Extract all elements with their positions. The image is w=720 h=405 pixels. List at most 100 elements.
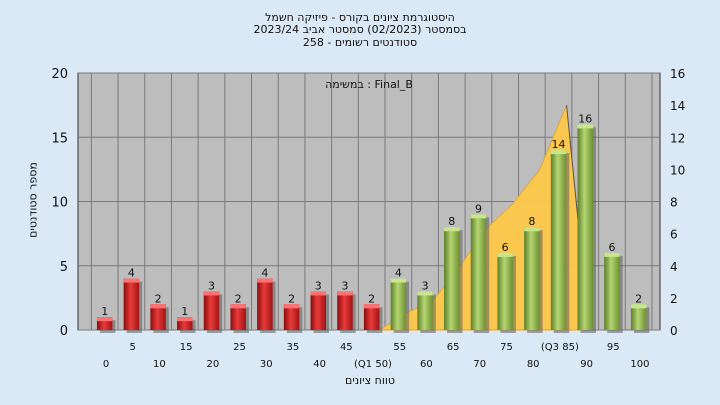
bar-value-label: 6 xyxy=(608,241,615,254)
y2-tick-label: 10 xyxy=(670,163,685,177)
chart-title-line-1: היסטוגרמת ציונים בקורס - פיזיקה חשמל xyxy=(265,11,455,24)
bar-top-cap xyxy=(150,304,166,309)
y2-tick-label: 6 xyxy=(670,228,678,242)
bar-value-label: 16 xyxy=(578,112,592,125)
bar-pass xyxy=(550,150,567,330)
bar-value-label: 6 xyxy=(502,241,509,254)
x-tick-label: 55 xyxy=(393,342,406,353)
bar-fail xyxy=(310,291,327,330)
x-tick-label: 30 xyxy=(260,359,273,370)
bar-value-label: 2 xyxy=(155,292,162,305)
bar-pass xyxy=(470,214,487,330)
bar-fail xyxy=(123,278,140,330)
bar-value-label: 8 xyxy=(448,215,455,228)
y-tick-label: 10 xyxy=(51,196,68,211)
bar-top-cap xyxy=(417,291,433,296)
bar-top-cap xyxy=(550,150,567,155)
bar-top-cap xyxy=(123,278,140,283)
bar-top-cap xyxy=(390,278,407,283)
bar-fail xyxy=(363,304,380,330)
y2-tick-label: 0 xyxy=(670,324,678,338)
x-tick-label: 35 xyxy=(287,342,300,353)
y2-tick-label: 16 xyxy=(670,67,685,81)
bar-pass xyxy=(390,278,407,330)
bar-top-cap xyxy=(577,124,593,129)
x-tick-label: 90 xyxy=(580,359,593,370)
x-tick-label: 70 xyxy=(473,359,486,370)
x-tick-label: 45 xyxy=(340,342,353,353)
y-tick-label: 5 xyxy=(60,260,68,275)
bar-pass xyxy=(417,291,433,330)
bar-fail xyxy=(257,278,273,330)
bar-top-cap xyxy=(96,317,113,322)
bar-pass xyxy=(577,124,593,331)
bar-value-label: 9 xyxy=(475,202,482,215)
bar-value-label: 3 xyxy=(208,279,215,292)
bar-top-cap xyxy=(470,214,487,219)
y2-tick-label: 12 xyxy=(670,131,685,145)
bar-fail xyxy=(283,304,300,330)
bar-fail xyxy=(230,304,246,330)
x-tick-label: 5 xyxy=(130,342,136,353)
bar-pass xyxy=(444,227,460,330)
bar-value-label: 1 xyxy=(101,305,108,318)
bar-pass xyxy=(524,227,540,330)
y2-tick-label: 4 xyxy=(670,260,678,274)
bar-value-label: 3 xyxy=(315,279,322,292)
x-tick-label: 80 xyxy=(527,359,540,370)
bar-value-label: 4 xyxy=(261,267,268,280)
bar-value-label: 2 xyxy=(635,292,642,305)
bar-top-cap xyxy=(497,252,513,257)
bar-value-label: 8 xyxy=(528,215,535,228)
bar-top-cap xyxy=(283,304,300,309)
bar-fail xyxy=(337,291,353,330)
y2-tick-label: 14 xyxy=(670,99,685,113)
bar-value-label: 1 xyxy=(181,305,188,318)
chart-title-line-3: סטודנטים רשומים - 258 xyxy=(302,36,418,49)
bar-top-cap xyxy=(524,227,540,232)
bar-top-cap xyxy=(363,304,380,309)
x-tick-label: 25 xyxy=(233,342,246,353)
x-tick-label: 10 xyxy=(153,359,166,370)
bar-top-cap xyxy=(230,304,246,309)
bar-fail xyxy=(150,304,166,330)
bar-value-label: 2 xyxy=(288,292,295,305)
y2-tick-label: 8 xyxy=(670,196,678,210)
x-tick-label: 20 xyxy=(206,359,219,370)
bar-value-label: 4 xyxy=(128,267,135,280)
bar-top-cap xyxy=(310,291,327,296)
chart-title-line-2: בסמסטר (02/2023) סמסטר אביב 2023/24 xyxy=(253,23,467,36)
x-tick-label: 15 xyxy=(180,342,193,353)
x-axis-label: טווח ציונים xyxy=(345,374,395,387)
x-tick-label: 100 xyxy=(630,359,649,370)
bar-value-label: 3 xyxy=(341,279,348,292)
y-tick-label: 20 xyxy=(51,67,68,82)
bar-value-label: 2 xyxy=(368,292,375,305)
legend-text: במשימה : Final_B xyxy=(325,78,413,91)
y2-tick-label: 2 xyxy=(670,292,678,306)
bar-pass xyxy=(497,252,513,330)
x-tick-label: (Q1 50) xyxy=(354,359,392,370)
x-tick-label: 40 xyxy=(313,359,326,370)
bar-top-cap xyxy=(630,304,647,309)
y-tick-label: 15 xyxy=(51,131,68,146)
bar-pass xyxy=(604,252,620,330)
x-tick-label: 60 xyxy=(420,359,433,370)
x-tick-label: 0 xyxy=(103,359,109,370)
y-tick-label: 0 xyxy=(60,324,68,339)
bar-top-cap xyxy=(337,291,353,296)
x-tick-label: 65 xyxy=(447,342,460,353)
bar-top-cap xyxy=(257,278,273,283)
bar-top-cap xyxy=(444,227,460,232)
x-tick-label: 75 xyxy=(500,342,513,353)
bar-value-label: 3 xyxy=(422,279,429,292)
bar-value-label: 4 xyxy=(395,267,402,280)
bar-value-label: 2 xyxy=(235,292,242,305)
bar-top-cap xyxy=(604,252,620,257)
bar-top-cap xyxy=(203,291,220,296)
bar-fail xyxy=(203,291,220,330)
x-tick-label: 95 xyxy=(607,342,620,353)
bar-value-label: 14 xyxy=(552,138,566,151)
x-tick-label: (Q3 85) xyxy=(541,342,579,353)
